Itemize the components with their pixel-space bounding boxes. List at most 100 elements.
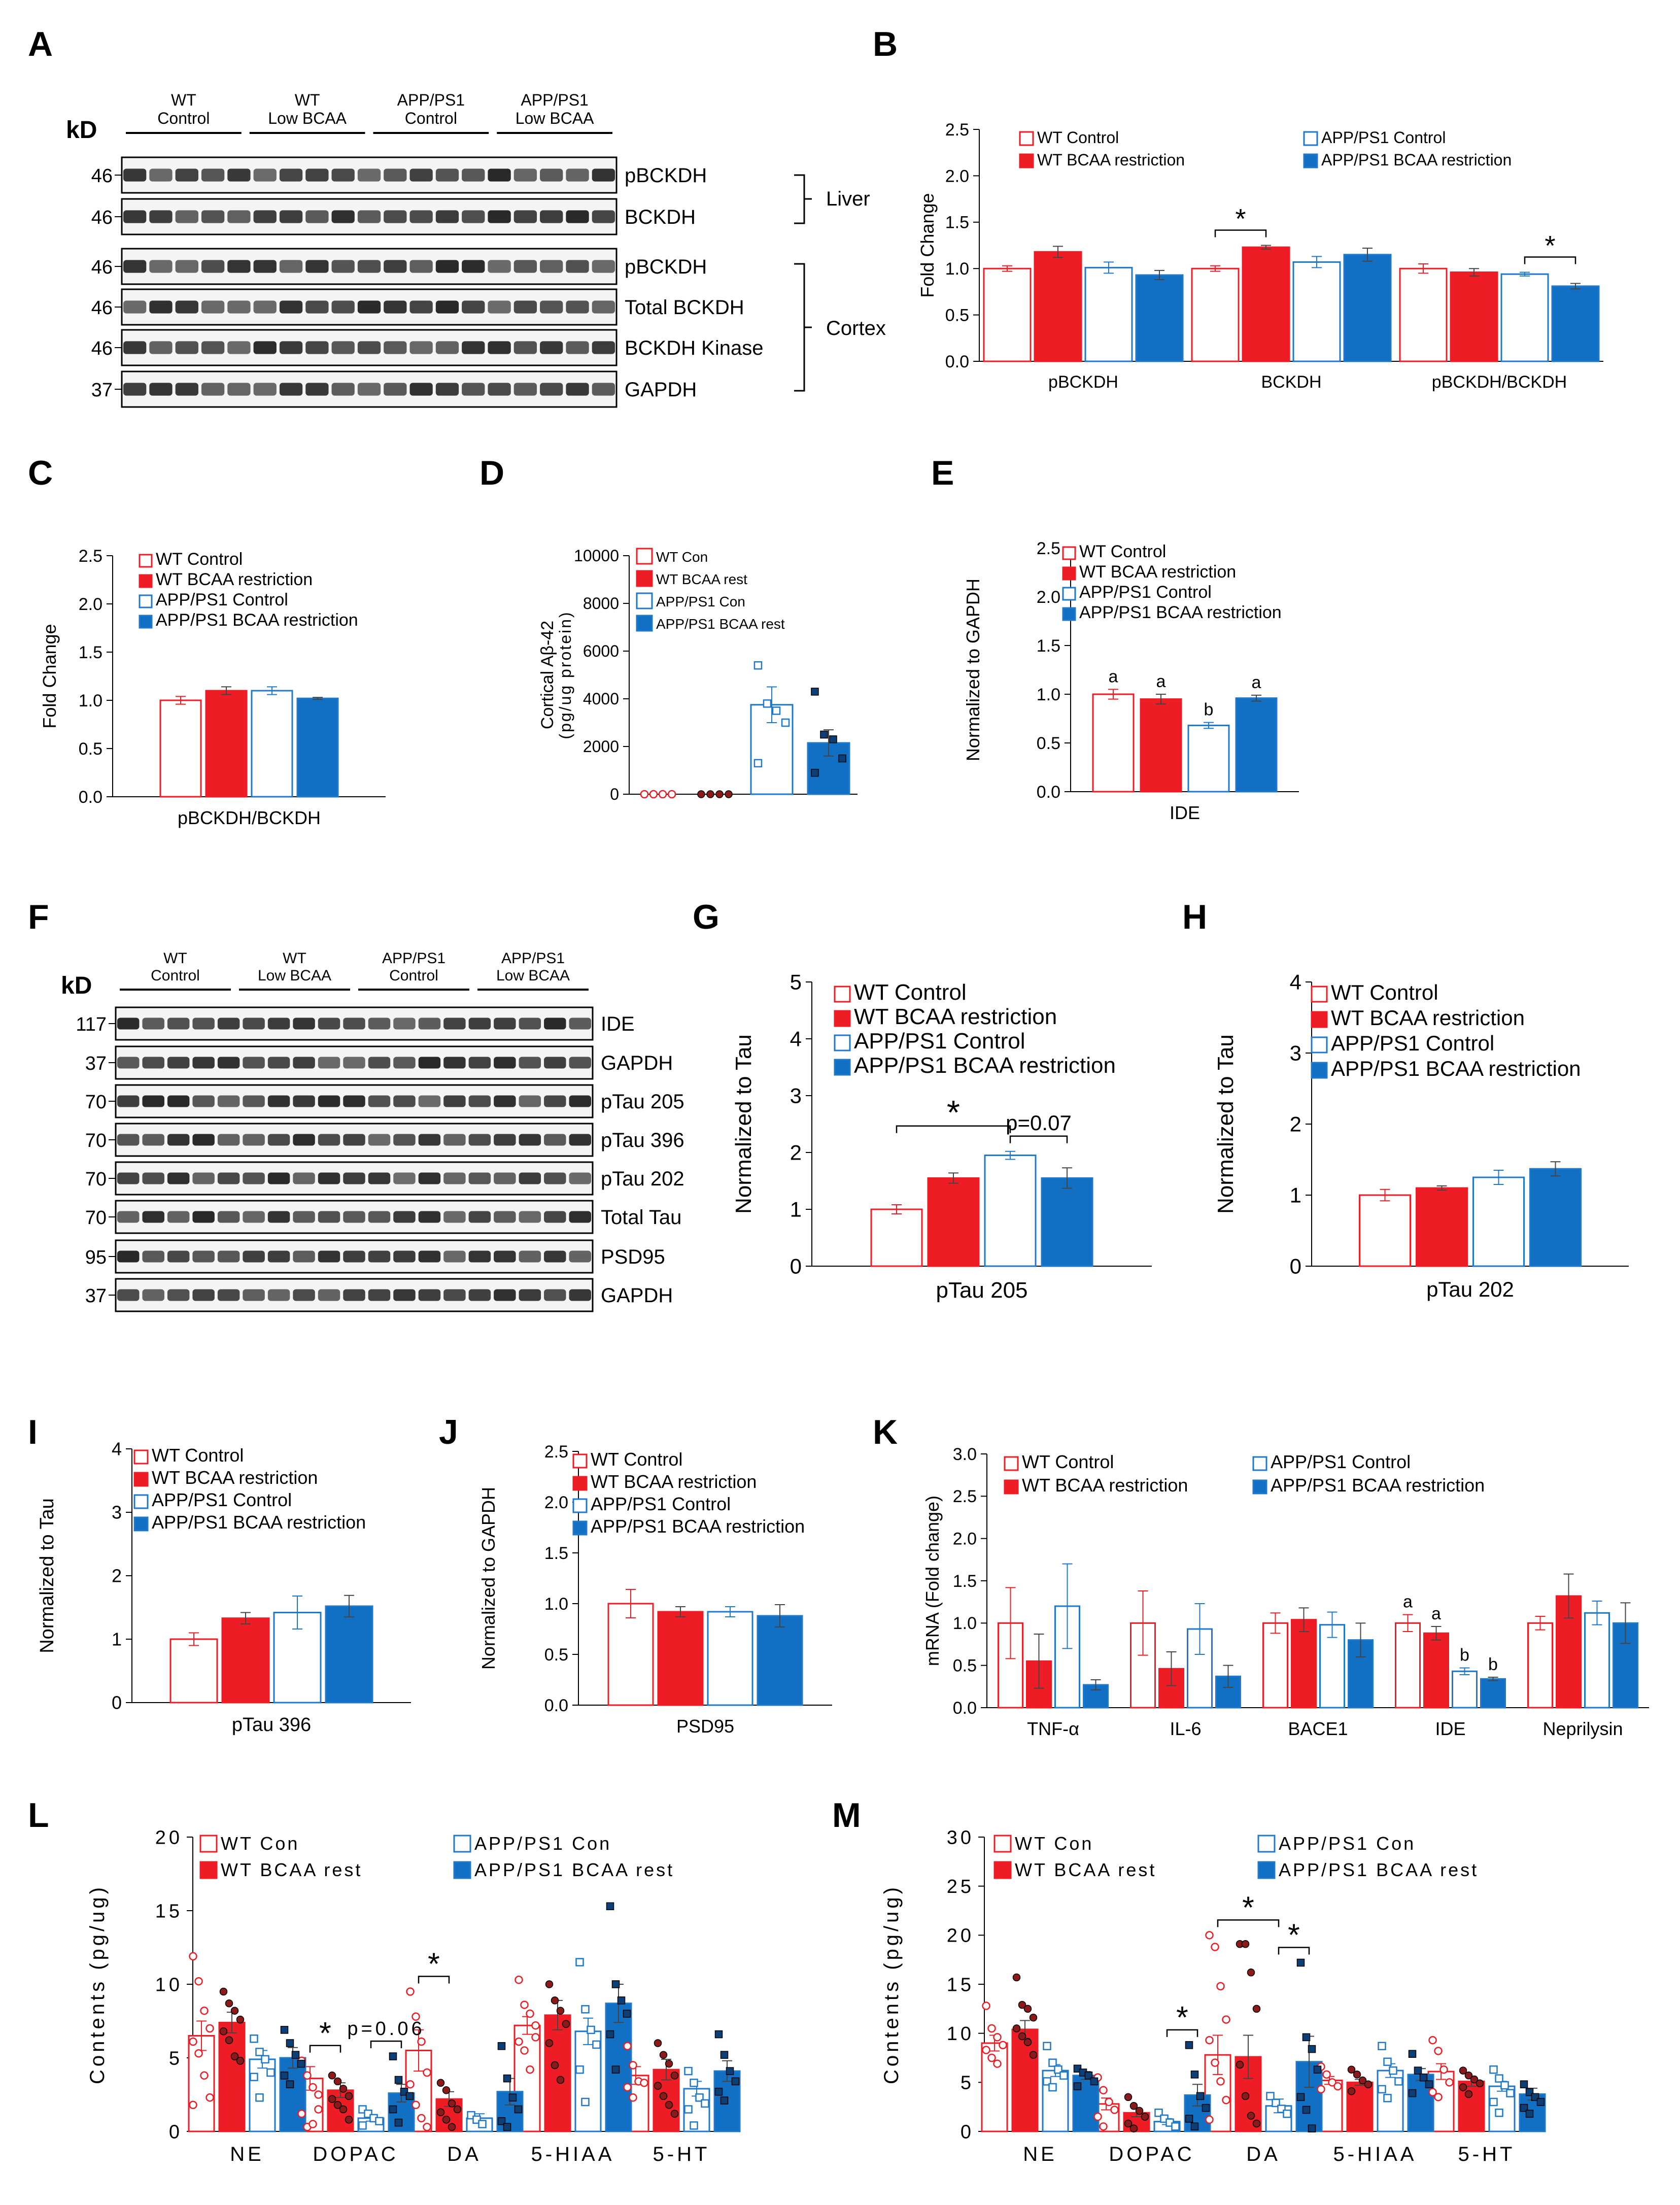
- blot-band: [544, 1017, 566, 1030]
- y-axis-label: Contents (pg/ug): [86, 1884, 109, 2084]
- blot-band: [462, 210, 485, 223]
- band-label: IDE: [601, 1013, 635, 1035]
- data-point: [1216, 2077, 1225, 2086]
- group-label-line2: Control: [405, 109, 457, 127]
- blot-band: [331, 300, 355, 314]
- blot-band: [227, 260, 251, 273]
- blot-band: [123, 300, 147, 314]
- blot-band: [318, 1211, 340, 1223]
- blot-band: [384, 168, 407, 182]
- y-tick-label: 4: [790, 1027, 802, 1051]
- panel-letter-I: I: [28, 1413, 38, 1451]
- blot-band: [468, 1289, 491, 1301]
- data-point: [665, 2059, 673, 2068]
- group-label-line1: WT: [171, 91, 196, 109]
- blot-band: [267, 1172, 290, 1184]
- data-point: [1378, 2042, 1386, 2051]
- blot-band: [540, 383, 563, 396]
- bar-G-s0-c0: [870, 1208, 923, 1267]
- data-point: [531, 2021, 540, 2030]
- legend-swatch: [834, 1059, 851, 1076]
- data-point: [406, 1987, 415, 1996]
- data-point: [1185, 2041, 1193, 2049]
- legend-label: APP/PS1 Con: [474, 1833, 611, 1854]
- blot-band: [343, 1095, 365, 1107]
- legend-swatch: [834, 1010, 851, 1027]
- blot-band: [149, 260, 173, 273]
- legend-label: APP/PS1 Control: [1079, 583, 1212, 602]
- blot-band: [192, 1095, 215, 1107]
- blot-band: [142, 1172, 164, 1184]
- data-point: [1425, 2080, 1433, 2088]
- y-tick-label: 2: [790, 1141, 802, 1165]
- data-point: [314, 2090, 323, 2099]
- blot-band: [443, 1057, 466, 1069]
- blot-band: [267, 1095, 290, 1107]
- data-point: [333, 2101, 342, 2109]
- data-point: [189, 2100, 197, 2110]
- x-tick-label: pTau 202: [1426, 1277, 1514, 1301]
- data-point: [1129, 2124, 1138, 2132]
- bar-B-s1-c1: [1242, 246, 1290, 362]
- legend-label: APP/PS1 Control: [1331, 1031, 1494, 1055]
- blot-band: [409, 210, 433, 223]
- legend-label: WT BCAA rest: [656, 571, 747, 587]
- x-tick-label: DOPAC: [313, 2143, 398, 2165]
- blot-band: [544, 1289, 566, 1301]
- data-point: [1048, 2058, 1057, 2067]
- blot-band: [305, 341, 329, 354]
- legend-swatch: [636, 615, 653, 632]
- y-tick-label: 20: [947, 1925, 974, 1947]
- group-label-line1: WT: [283, 950, 306, 967]
- data-point: [314, 2105, 323, 2114]
- blot-band: [227, 168, 251, 182]
- y-tick-label: 3: [1290, 1041, 1301, 1065]
- blot-band: [513, 300, 537, 314]
- blot-band: [443, 1211, 466, 1223]
- data-point: [1205, 2115, 1214, 2124]
- x-tick-label: 5-HT: [1458, 2143, 1516, 2165]
- legend-swatch: [834, 1034, 851, 1051]
- blot-band: [566, 300, 589, 314]
- bar-L-s0-c0: [188, 2035, 215, 2132]
- significance-bracket: [418, 1976, 450, 1984]
- blot-band: [175, 210, 198, 223]
- data-point: [1495, 2074, 1503, 2083]
- significance-letter: a: [1252, 673, 1261, 692]
- blot-band: [418, 1172, 441, 1184]
- blot-band: [368, 1095, 391, 1107]
- blot-band: [201, 260, 225, 273]
- y-tick-label: 0.0: [953, 1699, 977, 1718]
- data-point: [551, 2061, 559, 2070]
- blot-band: [318, 1095, 340, 1107]
- data-point: [1500, 2081, 1509, 2090]
- blot-band: [494, 1095, 516, 1107]
- data-point: [389, 2105, 397, 2114]
- y-axis-label: Fold Change: [39, 624, 60, 728]
- legend-label: APP/PS1 BCAA restriction: [1331, 1057, 1581, 1080]
- blot-band: [468, 1250, 491, 1263]
- blot-band: [592, 383, 615, 396]
- chart-B: 0.0 0.5 1.0 1.5 2.0 2.5 Fold Change pBCKDH BCKDH…: [917, 120, 1603, 392]
- data-point: [1364, 2080, 1373, 2088]
- data-point: [623, 2042, 632, 2051]
- blot-band: [443, 1095, 466, 1107]
- data-point: [1434, 2093, 1443, 2101]
- data-point: [1247, 1969, 1255, 1977]
- data-point: [562, 2020, 570, 2028]
- legend-swatch: [1311, 986, 1328, 1003]
- blot-band: [175, 341, 198, 354]
- y-tick-label: 1: [790, 1198, 802, 1222]
- blot-band: [494, 1211, 516, 1223]
- data-point: [1048, 2083, 1057, 2092]
- significance-label: *: [1235, 203, 1246, 234]
- blot-band: [418, 1095, 441, 1107]
- y-tick-label: 15: [155, 1901, 183, 1922]
- group-label-line2: Low BCAA: [516, 109, 594, 127]
- bar-C-s0-c0: [159, 699, 202, 798]
- blot-band: [393, 1250, 416, 1263]
- kd-label: kD: [61, 972, 92, 999]
- significance-letter: b: [1204, 700, 1214, 720]
- data-point: [515, 2037, 523, 2046]
- data-point: [328, 2095, 336, 2103]
